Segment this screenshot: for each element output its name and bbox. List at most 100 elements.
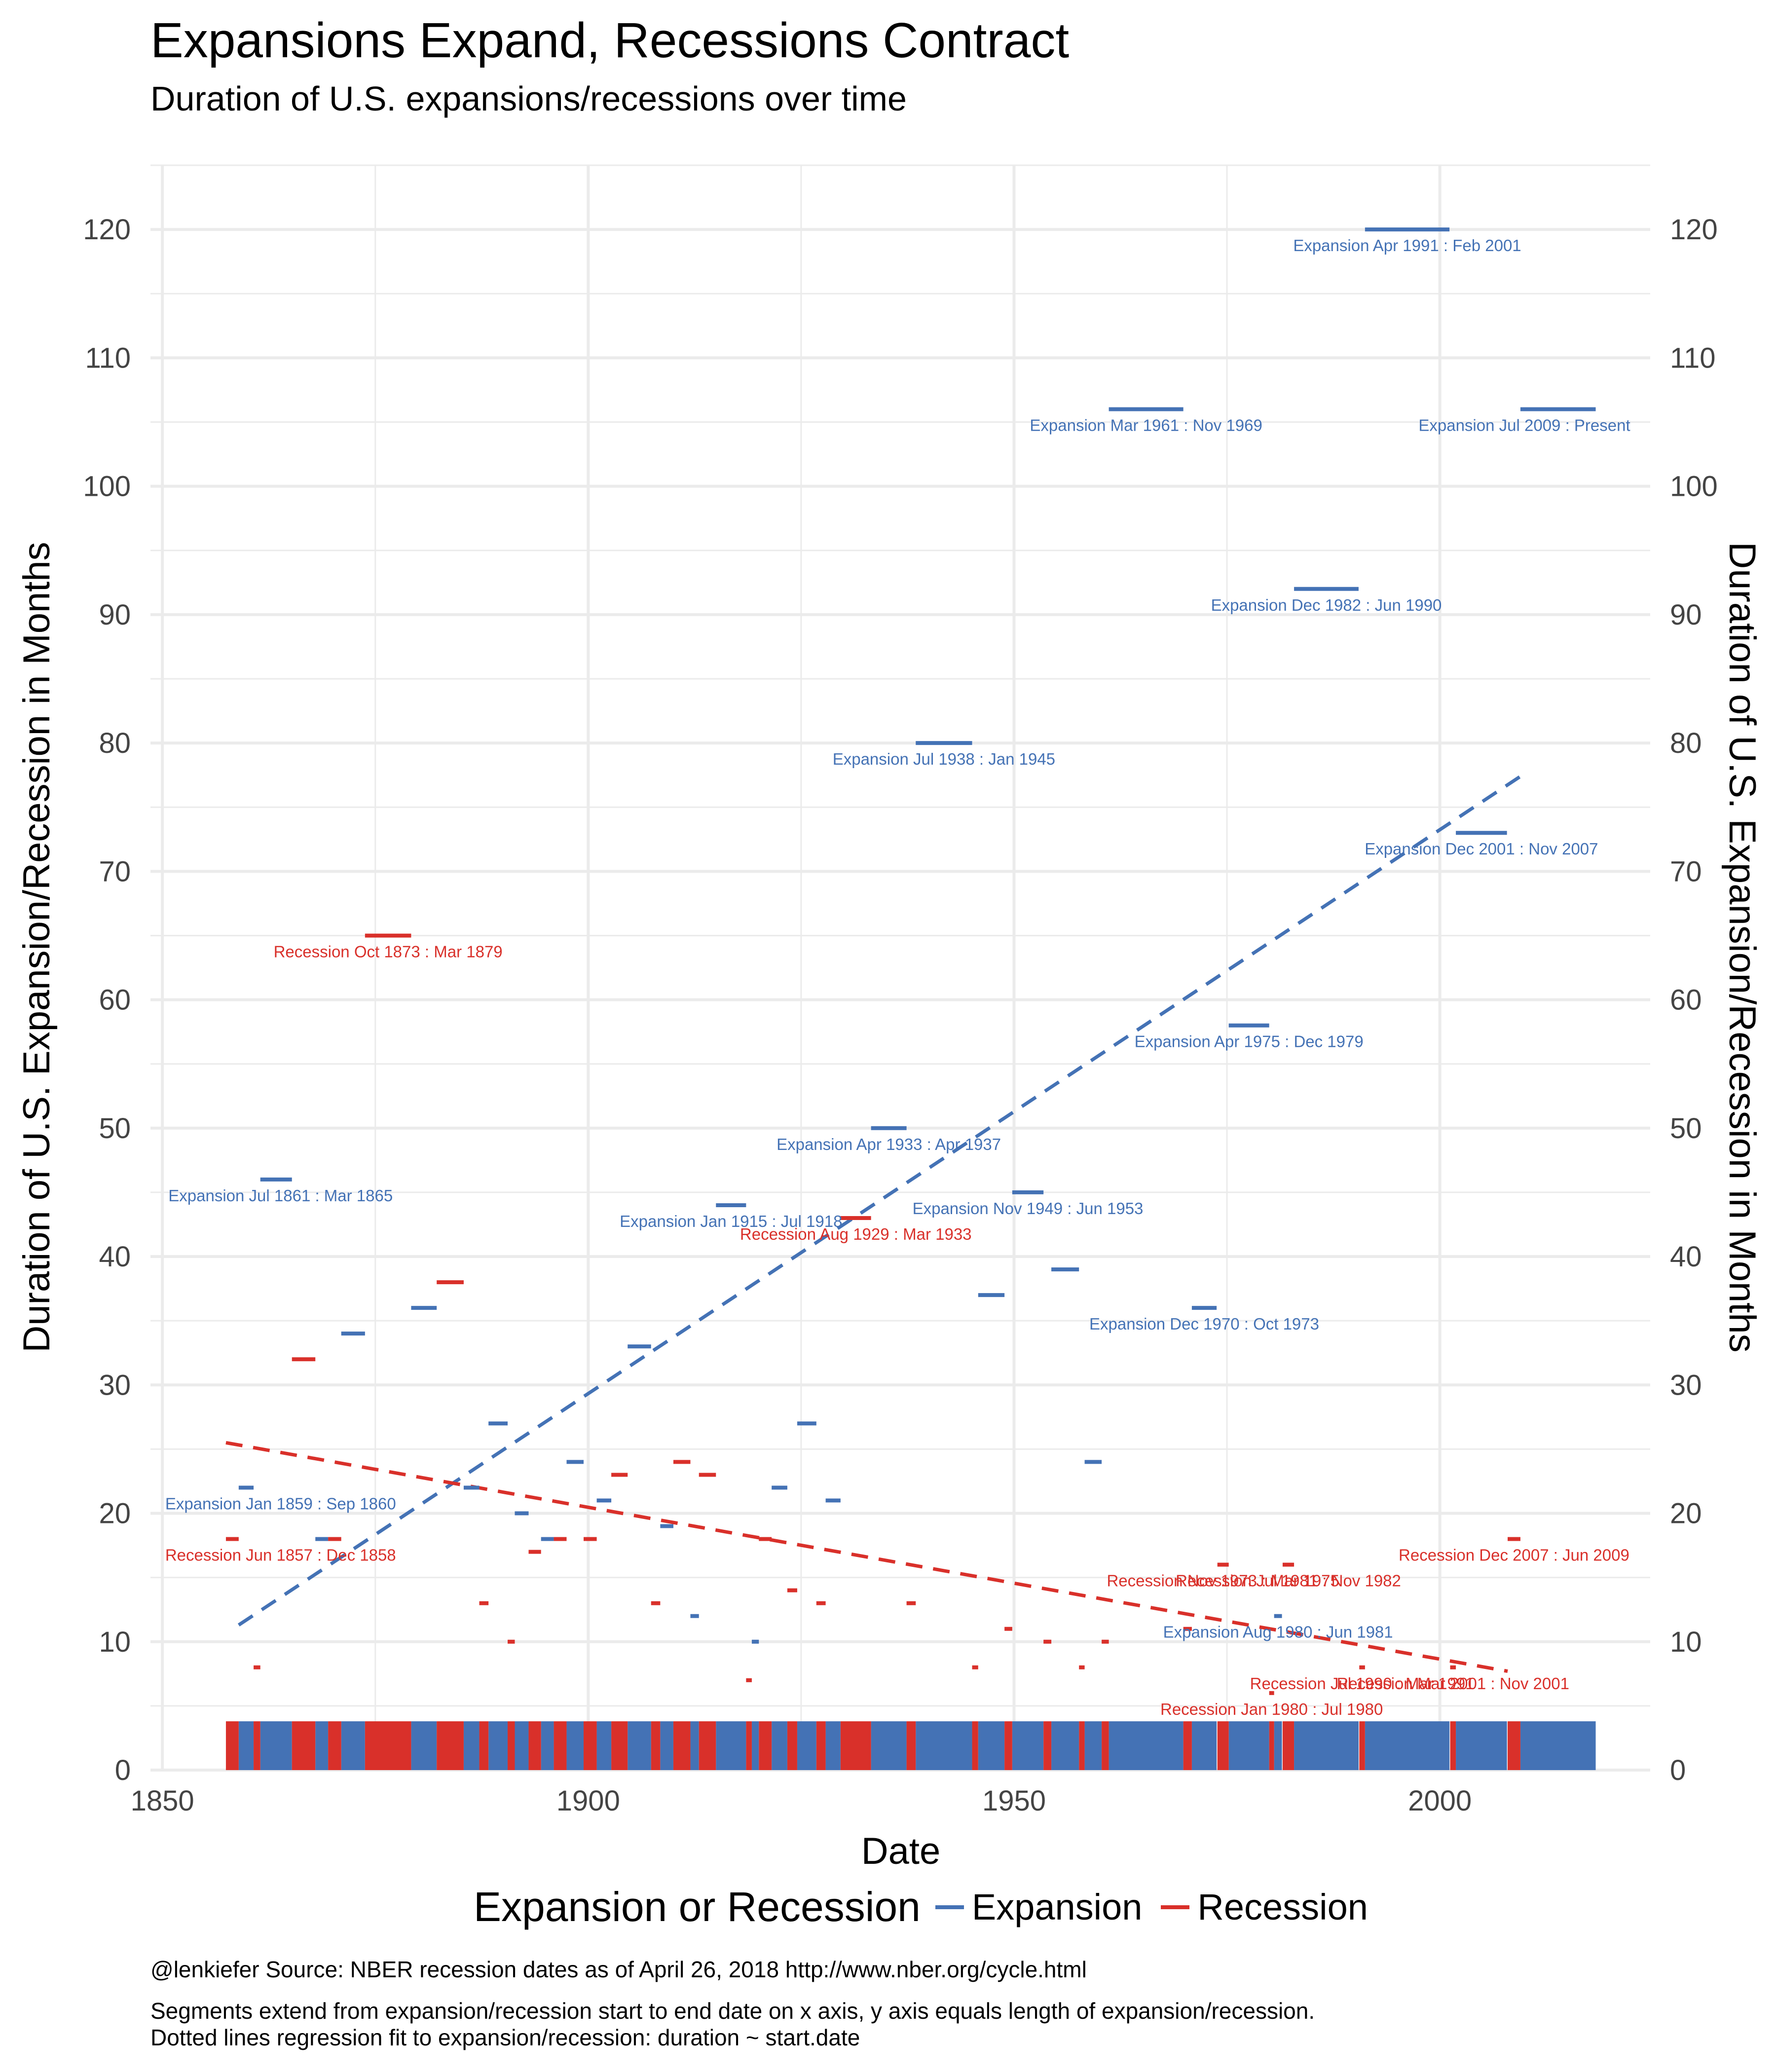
strip-bar-expansion	[1520, 1721, 1596, 1770]
segment-chart: Expansion Jan 1859 : Sep 1860 Expansion J…	[16, 164, 1763, 1872]
strip-bar-expansion	[1228, 1721, 1269, 1770]
segment-label-expansion: Expansion Dec 1982 : Jun 1990	[1211, 596, 1442, 614]
strip-bar-recession	[508, 1721, 515, 1770]
y-tick-label-right: 0	[1670, 1754, 1686, 1786]
strip-bar-expansion	[916, 1721, 972, 1770]
strip-bar-expansion	[1365, 1721, 1450, 1770]
legend-key-expansion	[934, 1891, 965, 1922]
y-tick-label-left: 60	[99, 984, 131, 1016]
segment-label-expansion: Expansion Dec 2001 : Nov 2007	[1365, 840, 1598, 858]
y-tick-label-left: 20	[99, 1498, 131, 1530]
caption-note-regression: Dotted lines regression fit to expansion…	[150, 2025, 860, 2050]
y-axis-label-right: Duration of U.S. Expansion/Recession in …	[1721, 542, 1763, 1352]
strip-bar-expansion	[1012, 1721, 1044, 1770]
trend-line-recession	[225, 1441, 1508, 1673]
segment-label-recession: Recession Mar 2001 : Nov 2001	[1337, 1674, 1569, 1693]
y-tick-label-right: 10	[1670, 1626, 1702, 1658]
strip-bar-recession	[1043, 1721, 1052, 1770]
strip-bar-expansion	[515, 1721, 529, 1770]
x-axis-label: Date	[861, 1830, 941, 1872]
strip-bar-expansion	[488, 1721, 508, 1770]
y-tick-label-right: 90	[1670, 599, 1702, 631]
strip-bar-recession	[554, 1721, 567, 1770]
strip-bar-expansion	[1456, 1721, 1507, 1770]
segment-label-expansion: Expansion Jan 1859 : Sep 1860	[165, 1494, 396, 1513]
legend-label-recession: Recession	[1197, 1886, 1368, 1927]
strip-bar-recession	[759, 1721, 772, 1770]
strip-bar-expansion	[825, 1721, 841, 1770]
segment-label-recession: Recession Jul 1990 : Mar 1991	[1250, 1674, 1475, 1693]
y-axis-label-left: Duration of U.S. Expansion/Recession in …	[16, 542, 58, 1352]
segment-label-expansion: Expansion Jul 1938 : Jan 1945	[833, 750, 1055, 768]
segment-label-recession: Recession Oct 1873 : Mar 1879	[274, 942, 503, 961]
strip-bar-recession	[1004, 1721, 1012, 1770]
segment-label-recession: Recession Aug 1929 : Mar 1933	[740, 1225, 972, 1243]
trend-line-expansion	[237, 775, 1521, 1627]
y-tick-label-left: 40	[99, 1241, 131, 1273]
y-tick-label-right: 80	[1670, 727, 1702, 759]
legend-label-expansion: Expansion	[971, 1886, 1143, 1927]
strip-bar-expansion	[978, 1721, 1005, 1770]
y-tick-label-left: 100	[83, 471, 131, 503]
segment-label-recession: Recession Dec 2007 : Jun 2009	[1399, 1546, 1629, 1564]
strip-bar-recession	[816, 1721, 826, 1770]
y-tick-label-left: 110	[85, 342, 131, 374]
segment-label-recession: Recession Jul 1981 : Nov 1982	[1176, 1572, 1401, 1590]
strip-bar-recession	[906, 1721, 916, 1770]
grid	[150, 164, 1650, 1772]
segment-label-expansion: Expansion Apr 1933 : Apr 1937	[777, 1135, 1001, 1153]
strip-bar-recession	[225, 1721, 239, 1770]
strip-bar-recession	[840, 1721, 871, 1770]
y-tick-label-right: 50	[1670, 1112, 1702, 1145]
y-tick-label-left: 0	[115, 1754, 131, 1786]
segment-label-expansion: Expansion Jan 1915 : Jul 1918	[620, 1212, 842, 1230]
strip-bar-recession	[699, 1721, 716, 1770]
y-tick-label-right: 120	[1670, 214, 1718, 246]
y-tick-label-right: 20	[1670, 1498, 1702, 1530]
strip-bar-recession	[528, 1721, 541, 1770]
strip-bar-expansion	[341, 1721, 365, 1770]
strip-bar-recession	[746, 1721, 752, 1770]
chart-subtitle: Duration of U.S. expansions/recessions o…	[150, 79, 907, 118]
segment-label-recession: Recession Jun 1857 : Dec 1858	[165, 1546, 396, 1564]
strip-bar-expansion	[541, 1721, 554, 1770]
y-tick-label-left: 80	[99, 727, 131, 759]
strip-bar-expansion	[1084, 1721, 1102, 1770]
y-tick-label-left: 30	[99, 1369, 131, 1401]
y-tick-label-left: 90	[99, 599, 131, 631]
strip-bar-recession	[1450, 1721, 1456, 1770]
y-tick-label-right: 60	[1670, 984, 1702, 1016]
segment-label-expansion: Expansion Apr 1975 : Dec 1979	[1135, 1033, 1364, 1051]
strip-bar-expansion	[1109, 1721, 1184, 1770]
strip-bar-expansion	[596, 1721, 612, 1770]
strip-bar-recession	[1079, 1721, 1085, 1770]
strip-bar-expansion	[1051, 1721, 1079, 1770]
strip-bar-expansion	[628, 1721, 651, 1770]
strip-bar-recession	[437, 1721, 464, 1770]
strip-bar-recession	[254, 1721, 260, 1770]
strip-bar-expansion	[871, 1721, 907, 1770]
x-tick-label: 2000	[1408, 1785, 1472, 1817]
y-tick-label-right: 70	[1670, 855, 1702, 888]
segment-labels: Expansion Jan 1859 : Sep 1860 Expansion J…	[165, 236, 1630, 1718]
strip-bar-expansion	[463, 1721, 480, 1770]
segment-label-expansion: Expansion Mar 1961 : Nov 1969	[1030, 416, 1262, 434]
y-tick-label-right: 110	[1670, 342, 1715, 374]
strip-bar-recession	[1282, 1721, 1295, 1770]
strip-bar-expansion	[260, 1721, 292, 1770]
y-tick-label-left: 50	[99, 1112, 131, 1145]
strip-bar-recession	[583, 1721, 597, 1770]
strip-bar-recession	[479, 1721, 489, 1770]
strip-bar-expansion	[1274, 1721, 1282, 1770]
x-tick-label: 1850	[131, 1785, 194, 1817]
timeline-strip	[225, 1721, 1596, 1770]
strip-bar-recession	[1102, 1721, 1109, 1770]
segment-label-expansion: Expansion Jul 1861 : Mar 1865	[168, 1186, 393, 1205]
legend-item-expansion: Expansion	[934, 1886, 1143, 1928]
legend-title: Expansion or Recession	[474, 1883, 921, 1930]
legend: Expansion or Recession Expansion Recessi…	[474, 1882, 1386, 1931]
strip-bar-recession	[1217, 1721, 1229, 1770]
strip-bar-expansion	[238, 1721, 254, 1770]
legend-item-recession: Recession	[1160, 1886, 1368, 1928]
strip-bar-expansion	[751, 1721, 759, 1770]
